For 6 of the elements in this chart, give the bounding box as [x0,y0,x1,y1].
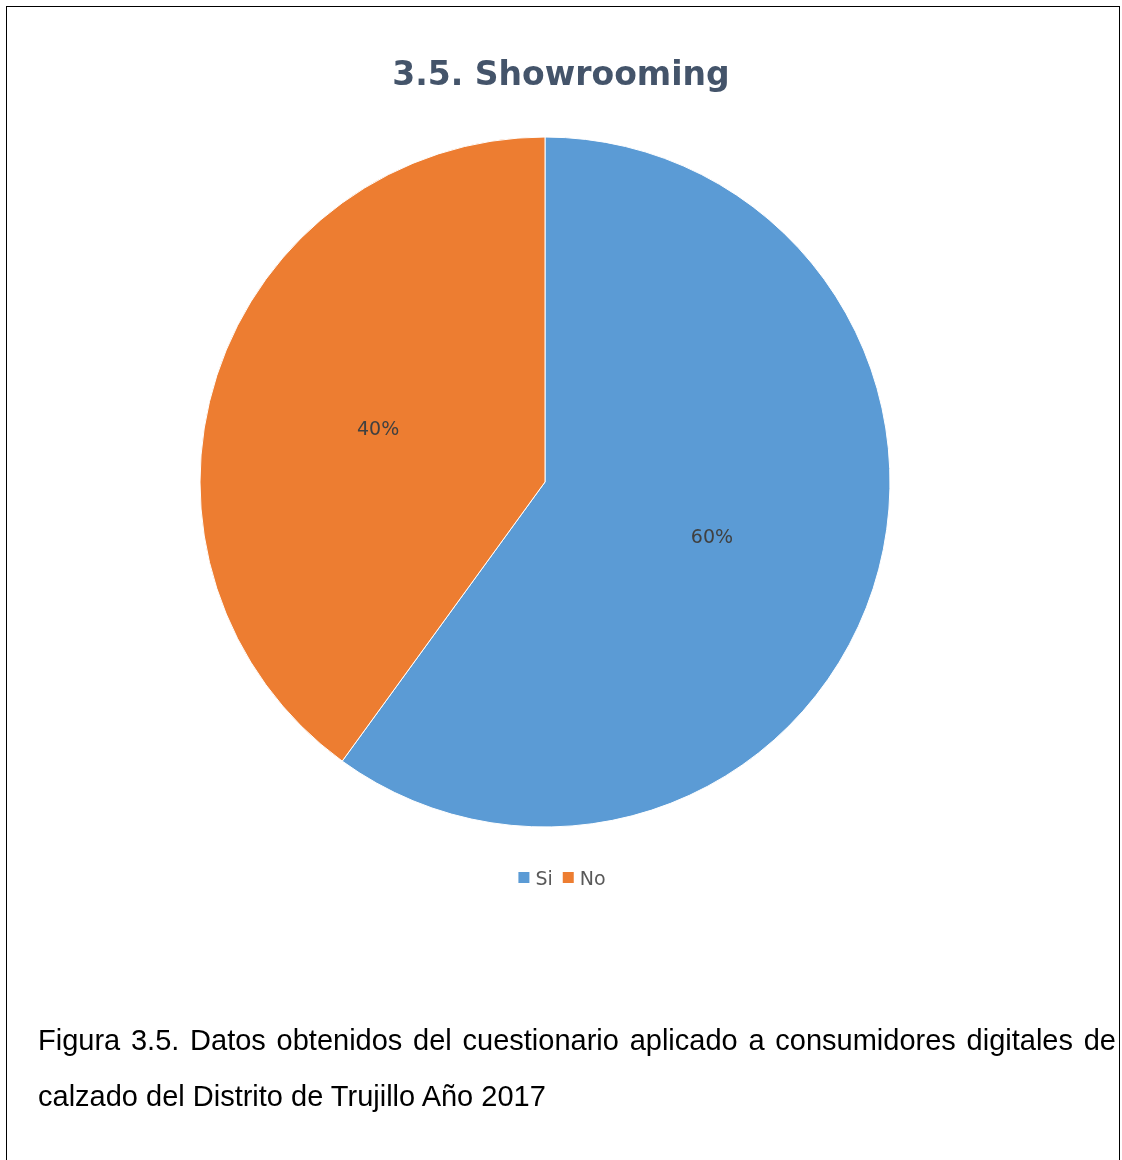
data-label: 40% [356,416,400,439]
legend-label: No [579,866,606,889]
chart-title: 3.5. Showrooming [392,54,730,93]
legend-label: Si [535,866,553,889]
data-label: 60% [690,525,734,548]
text: Figura 3.5. Datos obtenidos del cuestionario aplicado a consumidores digitales de calzado del Distrito de Trujillo Año 2017 [38,1023,1116,1114]
